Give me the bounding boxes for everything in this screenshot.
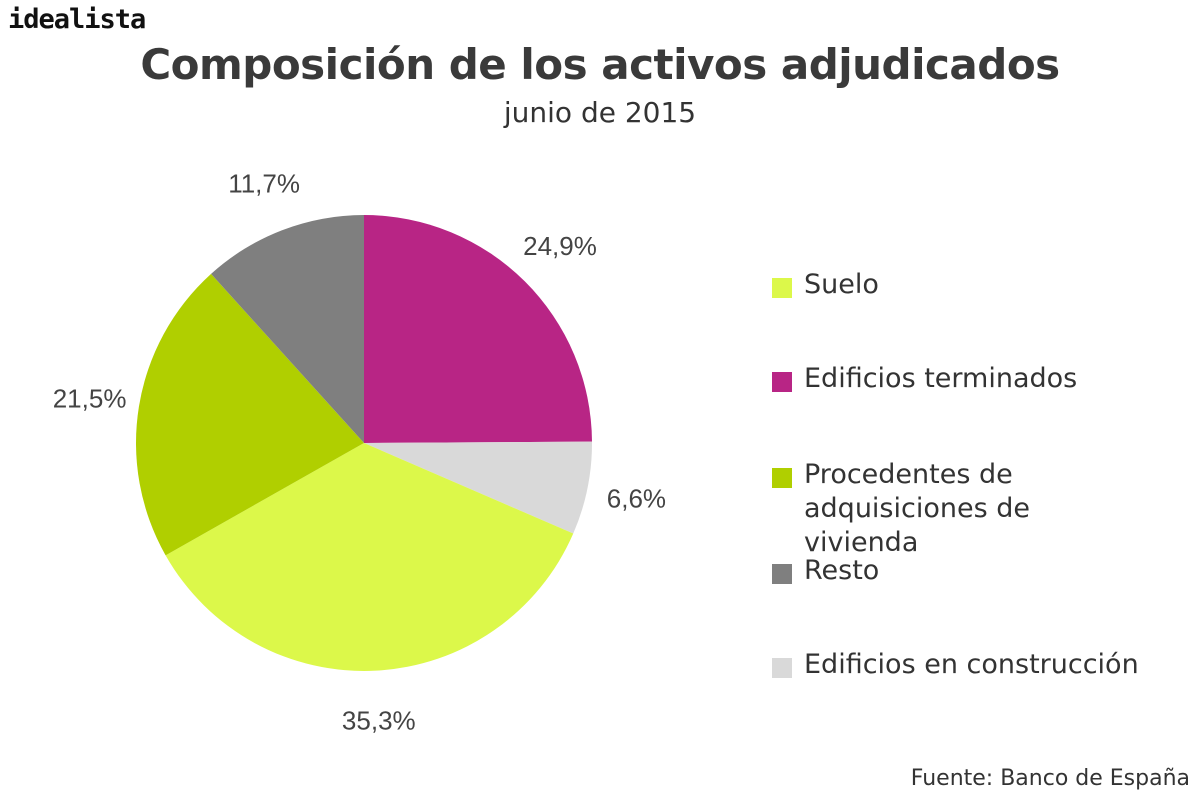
chart-subtitle: junio de 2015	[503, 96, 697, 129]
pie-slice-label-0: 24,9%	[523, 231, 597, 261]
legend-swatch	[772, 658, 792, 678]
pie-slice-label-1: 6,6%	[607, 484, 666, 514]
legend-label: Edificios terminados	[804, 363, 1078, 394]
brand-logo: idealista	[8, 4, 146, 35]
legend-item-edificios-en-construccion: Edificios en construcción	[772, 648, 1192, 682]
legend-item-edificios-terminados: Edificios terminados	[772, 362, 1192, 396]
legend-label: Suelo	[804, 269, 879, 300]
legend-swatch	[772, 372, 792, 392]
legend-label: Procedentes de adquisiciones de vivienda	[804, 459, 1030, 558]
chart-title: Composición de los activos adjudicados	[140, 40, 1060, 89]
pie-slice-label-4: 11,7%	[228, 169, 300, 199]
pie-slice-4	[211, 215, 364, 443]
pie-slice-3	[135, 273, 364, 556]
pie-slice-label-3: 21,5%	[53, 384, 127, 414]
pie-slice-2	[165, 443, 574, 671]
legend-item-resto: Resto	[772, 554, 1192, 588]
pie-slice-label-2: 35,3%	[342, 706, 416, 736]
legend-swatch	[772, 468, 792, 488]
legend-label: Resto	[804, 555, 880, 586]
legend-swatch	[772, 564, 792, 584]
chart-source: Fuente: Banco de España	[910, 766, 1190, 791]
legend-item-suelo: Suelo	[772, 268, 1192, 302]
legend-item-procedentes-adquisiciones: Procedentes de adquisiciones de vivienda	[772, 458, 1152, 560]
pie-slice-0	[364, 215, 592, 443]
pie-slice-1	[364, 441, 593, 534]
legend-swatch	[772, 278, 792, 298]
legend-label: Edificios en construcción	[804, 649, 1139, 680]
